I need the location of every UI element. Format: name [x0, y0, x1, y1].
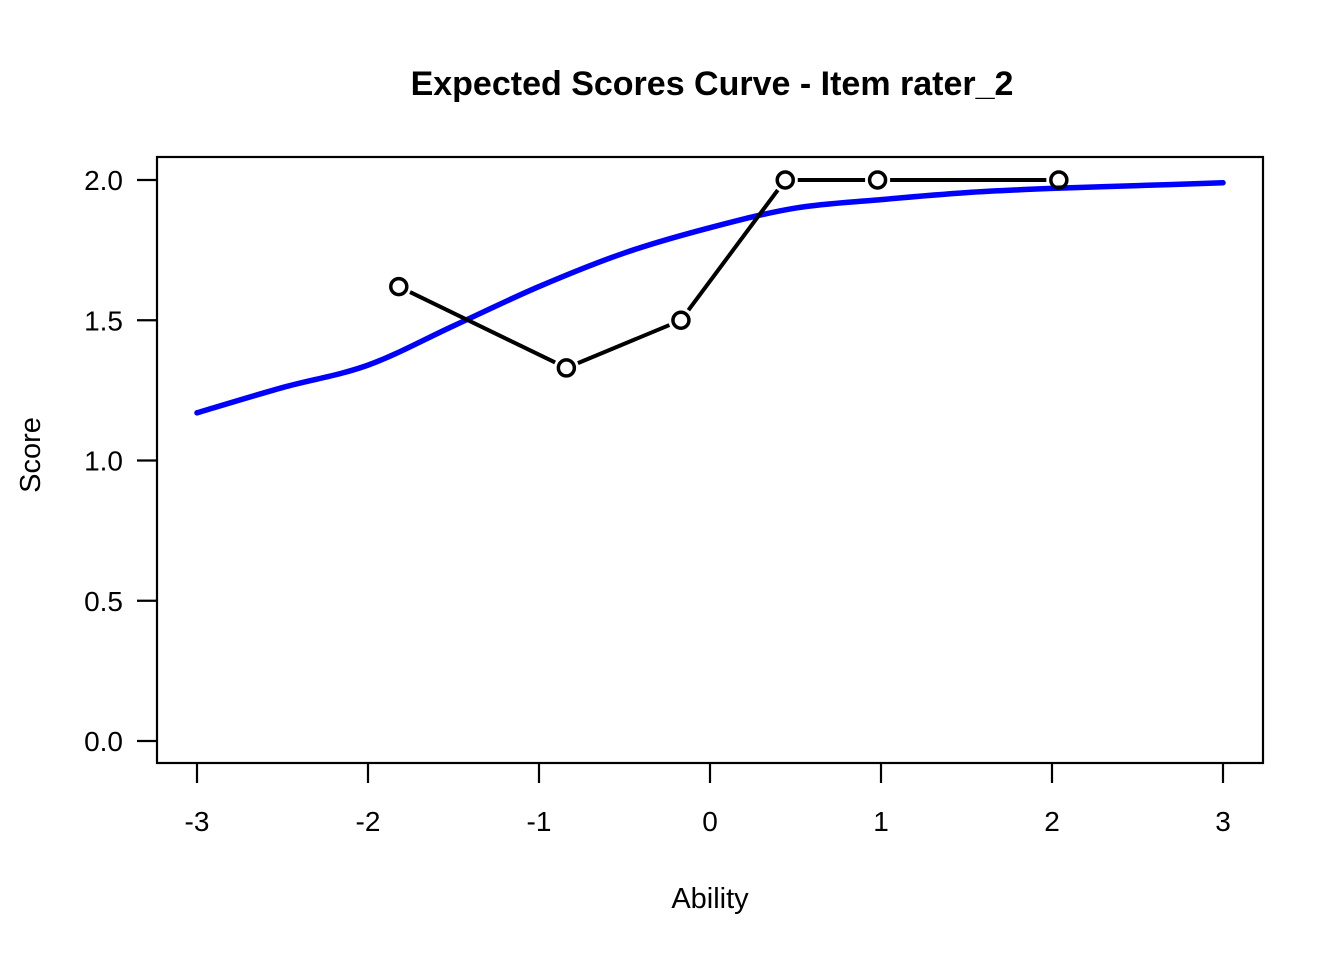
x-tick-label: -1 [527, 806, 552, 837]
x-tick-label: 0 [702, 806, 718, 837]
x-tick-label: 3 [1215, 806, 1231, 837]
observed-point-open-circle [1049, 170, 1069, 190]
observed-line-segment [577, 323, 671, 365]
x-axis-ticks: -3 -2 -1 0 1 2 3 [185, 763, 1231, 837]
observed-point-open-circle [867, 170, 888, 190]
observed-point-open-circle [775, 170, 795, 190]
plot-box [155, 155, 1265, 765]
observed-point-open-circle [556, 358, 577, 378]
observed-score-series [389, 170, 1069, 378]
y-tick-label: 0.0 [84, 726, 123, 757]
x-tick-label: -3 [185, 806, 210, 837]
observed-line-segment [686, 188, 780, 312]
x-tick-label: 1 [873, 806, 889, 837]
chart-title: Expected Scores Curve - Item rater_2 [411, 65, 1014, 103]
expected-score-curve [194, 180, 1226, 416]
y-tick-label: 2.0 [84, 165, 123, 196]
y-axis-label: Score [15, 417, 47, 493]
observed-point-open-circle [671, 310, 691, 330]
x-tick-label: 2 [1044, 806, 1060, 837]
y-tick-label: 1.5 [84, 305, 123, 336]
y-axis-ticks: 0.0 0.5 1.0 1.5 2.0 [84, 165, 157, 757]
y-tick-label: 0.5 [84, 586, 123, 617]
observed-line-segment [409, 290, 556, 365]
y-tick-label: 1.0 [84, 446, 123, 477]
x-axis-label: Ability [671, 883, 749, 915]
observed-point-open-circle [389, 276, 409, 297]
expected-curve-path [194, 180, 1226, 416]
x-tick-label: -2 [356, 806, 381, 837]
